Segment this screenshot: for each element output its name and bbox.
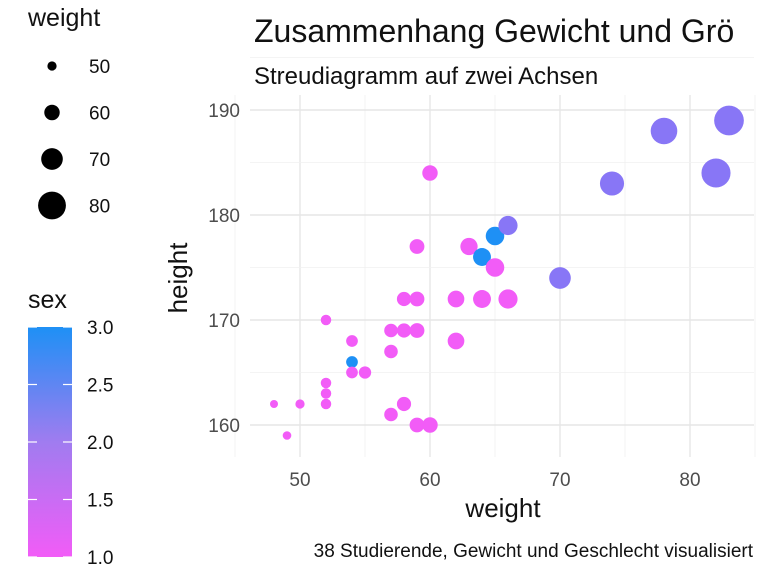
chart-subtitle: Streudiagramm auf zwei Achsen	[254, 63, 598, 90]
size-legend-label: 70	[89, 150, 110, 171]
x-axis-label: weight	[464, 493, 541, 523]
data-point	[320, 377, 332, 389]
data-point	[650, 117, 678, 145]
data-point	[701, 158, 731, 188]
data-point	[447, 290, 465, 308]
data-point	[295, 399, 305, 409]
y-tick-labels: 160 170 180 190	[208, 101, 240, 437]
data-point	[396, 291, 412, 307]
data-point	[714, 105, 744, 136]
data-point	[384, 323, 398, 338]
x-tick-label: 50	[289, 470, 310, 491]
size-legend-label: 80	[89, 197, 110, 218]
data-point	[409, 323, 425, 338]
size-legend-label: 50	[89, 57, 110, 78]
grid	[234, 57, 756, 457]
data-point	[422, 417, 438, 433]
data-point	[396, 323, 412, 338]
color-legend-label: 1.0	[87, 548, 113, 569]
data-point	[422, 165, 438, 181]
data-point	[346, 335, 358, 347]
size-legend-label: 60	[89, 104, 110, 125]
size-legend-title: weight	[27, 4, 100, 32]
size-legend-key	[47, 61, 57, 71]
data-point	[282, 431, 292, 440]
data-point	[384, 407, 398, 422]
data-point	[270, 400, 278, 408]
x-tick-label: 60	[419, 470, 440, 491]
y-tick-label: 160	[208, 416, 240, 437]
data-point	[346, 356, 358, 368]
y-tick-label: 170	[208, 311, 240, 332]
color-legend-label: 1.5	[87, 491, 113, 512]
x-tick-label: 80	[679, 470, 700, 491]
data-point	[320, 314, 332, 326]
data-point	[460, 237, 478, 256]
y-axis-label: height	[163, 242, 193, 314]
data-point	[485, 258, 505, 277]
size-legend-key	[44, 104, 60, 121]
color-legend: sex 3.0 2.5 2.0 1.5 1.0	[28, 286, 113, 569]
size-legend: weight 50 60 70 80	[27, 4, 110, 220]
data-point	[473, 248, 491, 266]
x-tick-label: 70	[549, 470, 570, 491]
x-tick-labels: 50 60 70 80	[289, 470, 700, 491]
color-legend-title: sex	[28, 286, 67, 314]
chart-title: Zusammenhang Gewicht und Grö	[254, 13, 734, 49]
data-point	[320, 398, 332, 410]
color-legend-label: 3.0	[87, 318, 113, 339]
data-point	[498, 215, 518, 236]
chart-caption: 38 Studierende, Gewicht und Geschlecht v…	[314, 541, 754, 562]
color-legend-label: 2.0	[87, 433, 113, 454]
data-point	[485, 226, 505, 246]
data-point	[599, 171, 625, 196]
data-point	[384, 344, 398, 359]
data-point	[409, 239, 425, 254]
data-points	[270, 105, 744, 440]
y-tick-label: 190	[208, 101, 240, 122]
data-point	[409, 291, 425, 307]
data-point	[447, 332, 465, 350]
data-point	[549, 267, 571, 289]
data-point	[409, 417, 425, 433]
data-point	[358, 366, 372, 379]
color-legend-label: 2.5	[87, 376, 113, 397]
size-legend-key	[41, 148, 63, 170]
data-point	[320, 388, 332, 399]
y-tick-label: 180	[208, 206, 240, 227]
data-point	[498, 289, 518, 309]
data-point	[473, 290, 491, 308]
data-point	[346, 366, 358, 379]
data-point	[396, 396, 412, 412]
size-legend-key	[38, 191, 66, 220]
